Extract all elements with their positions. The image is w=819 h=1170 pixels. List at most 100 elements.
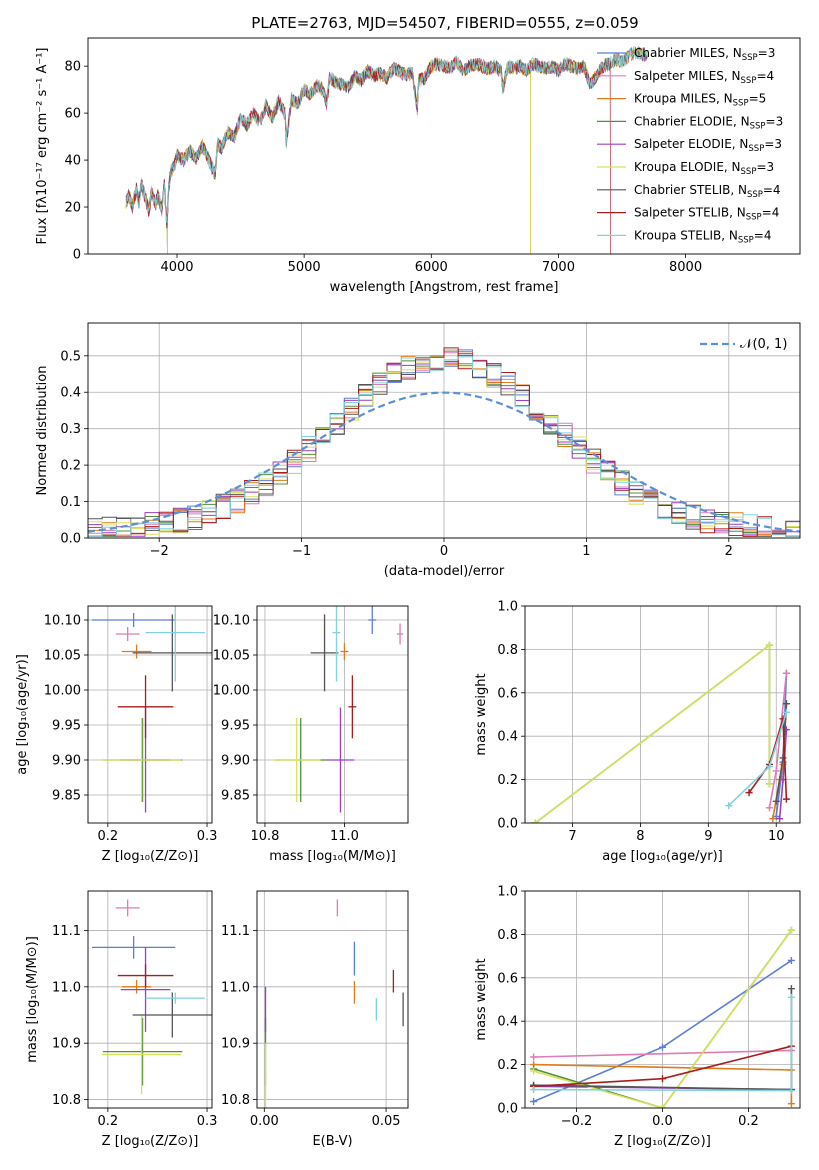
legend-label-prefix: Kroupa ELODIE, N (634, 160, 741, 174)
legend-label-sub: SSP (733, 99, 749, 109)
x-tick-label: 0.05 (372, 1114, 401, 1129)
mass_vs_Z-points (91, 899, 212, 1094)
age_vs_Z-points (91, 606, 212, 813)
legend-label-sub: SSP (748, 144, 764, 154)
weight-marker (765, 780, 773, 788)
x-tick-label: 7000 (542, 260, 575, 275)
y-tick-label: 9.95 (52, 719, 81, 734)
y-axis-label: Flux [fλ10⁻¹⁷ erg cm⁻² s⁻¹ A⁻¹] (35, 48, 50, 245)
legend-label: Chabrier ELODIE, NSSP=3 (634, 114, 783, 131)
age_vs_mass-axes: 10.8 11.0 9.85 9.90 9.95 10.00 10.05 10.10 mass … (213, 606, 408, 864)
age_vs_mass-points (272, 606, 404, 813)
age_vs_mass-frame (256, 605, 409, 824)
weight-line-salpeter-stelib (748, 718, 788, 800)
legend-label: Salpeter ELODIE, NSSP=3 (634, 137, 782, 154)
y-tick-label: 0.8 (497, 928, 518, 943)
weight-marker (782, 669, 790, 677)
errorbar-point-kroupa-stelib (332, 606, 341, 682)
y-tick-label: 10.10 (44, 614, 81, 629)
x-axis-label: wavelength [Angstrom, rest frame] (330, 280, 559, 295)
errorbar-point-chabrier-stelib (132, 614, 212, 692)
y-tick-label: 1.0 (497, 600, 518, 615)
legend-label-suffix: =3 (764, 137, 782, 151)
weight-line-salpeter-miles (533, 1049, 792, 1058)
weight-marker (782, 795, 790, 803)
weight-marker (787, 1100, 795, 1108)
spectrum-line-kroupa-stelib (125, 47, 648, 224)
mass_vs_ebv-frame (256, 890, 409, 1109)
legend-label-sub: SSP (741, 167, 757, 177)
weight-marker (725, 802, 733, 810)
weight-marker (782, 708, 790, 716)
histogram-series (88, 347, 800, 537)
errorbar-point-salpeter-elodie (326, 707, 355, 813)
errorbar-point-chabrier-miles (91, 936, 176, 959)
legend-label: Chabrier STELIB, NSSP=4 (634, 183, 781, 200)
y-axis-label: mass [log₁₀(M/M⊙)] (25, 936, 40, 1063)
legend-label-suffix: =4 (762, 206, 780, 220)
y-tick-label: 0.0 (497, 1102, 518, 1117)
y-tick-label: 9.85 (52, 789, 81, 804)
errorbar-point-kroupa-miles (121, 980, 152, 994)
legend-label: Salpeter STELIB, NSSP=4 (634, 206, 779, 223)
age_vs_Z-axes: 0.2 0.3 9.85 9.90 9.95 10.00 10.05 10.10 Z [log₁… (15, 606, 217, 864)
y-tick-label: 0.4 (60, 386, 81, 401)
errorbar-point-salpeter-stelib (348, 675, 357, 739)
y-tick-label: 9.85 (221, 789, 250, 804)
errorbar-point-salpeter-miles (115, 899, 140, 917)
x-axis-label: age [log₁₀(age/yr)] (602, 849, 723, 864)
y-tick-label: 10.10 (213, 614, 250, 629)
errorbar-point-kroupa-elodie (101, 718, 182, 802)
legend-label-sub: SSP (747, 190, 763, 200)
x-tick-label: −0.2 (561, 1114, 593, 1129)
y-axis-label: mass weight (474, 958, 489, 1040)
y-tick-label: 0.6 (497, 971, 518, 986)
errorbar-point-chabrier-stelib (310, 614, 339, 692)
legend-label-prefix: Chabrier ELODIE, N (634, 114, 750, 128)
y-tick-label: 10.9 (221, 1037, 250, 1052)
hist-legend-label: 𝒩(0, 1) (740, 337, 787, 352)
x-tick-label: 1 (582, 544, 590, 559)
x-tick-label: 9 (704, 829, 712, 844)
y-tick-label: 0.0 (497, 817, 518, 832)
y-tick-label: 40 (64, 154, 81, 169)
weight-marker (659, 1104, 666, 1108)
errorbar-point-salpeter-elodie (120, 947, 171, 1032)
y-tick-label: 0.2 (497, 1058, 518, 1073)
y-tick-label: 20 (64, 201, 81, 216)
y-tick-label: 11.0 (52, 980, 81, 995)
legend-label-prefix: Kroupa STELIB, N (634, 228, 738, 242)
y-axis-label: mass weight (474, 673, 489, 755)
errorbar-point-kroupa-stelib (145, 606, 206, 682)
x-axis-label: (data-model)/error (384, 564, 505, 579)
weight-marker (530, 1097, 538, 1105)
y-axis-label: Normed distribution (35, 366, 50, 496)
legend-label-sub: SSP (750, 121, 766, 131)
weight-marker (765, 763, 773, 771)
legend-label-suffix: =3 (758, 46, 776, 60)
panels: 4000 5000 6000 7000 8000020406080wavelength … (15, 37, 801, 1149)
weight-marker (772, 767, 780, 775)
legend-label-prefix: Salpeter STELIB, N (634, 206, 746, 220)
x-tick-label: 0.00 (250, 1114, 279, 1129)
legend-label: Chabrier MILES, NSSP=3 (634, 46, 775, 63)
weight-marker (787, 993, 795, 1001)
weight-marker (530, 1067, 538, 1075)
weight-marker (787, 926, 795, 934)
x-tick-label: 0.2 (97, 829, 118, 844)
legend-label-prefix: Salpeter ELODIE, N (634, 137, 748, 151)
y-tick-label: 0.8 (497, 643, 518, 658)
y-tick-label: 0.5 (60, 349, 81, 364)
y-tick-label: 0.6 (497, 686, 518, 701)
x-tick-label: 11.0 (330, 829, 359, 844)
mass_vs_ebv-axes: 0.00 0.05 10.8 10.9 11.0 11.1 E(B-V) (221, 891, 408, 1149)
x-tick-label: 8000 (669, 260, 702, 275)
spectrum-frame (87, 37, 801, 255)
mass_vs_ebv-points (264, 899, 404, 1108)
normal-curve (88, 391, 800, 533)
x-axis-label: E(B-V) (312, 1134, 352, 1149)
y-tick-label: 10.00 (213, 684, 250, 699)
x-tick-label: 4000 (160, 260, 193, 275)
x-tick-label: 2 (725, 544, 733, 559)
y-tick-label: 0.4 (497, 730, 518, 745)
